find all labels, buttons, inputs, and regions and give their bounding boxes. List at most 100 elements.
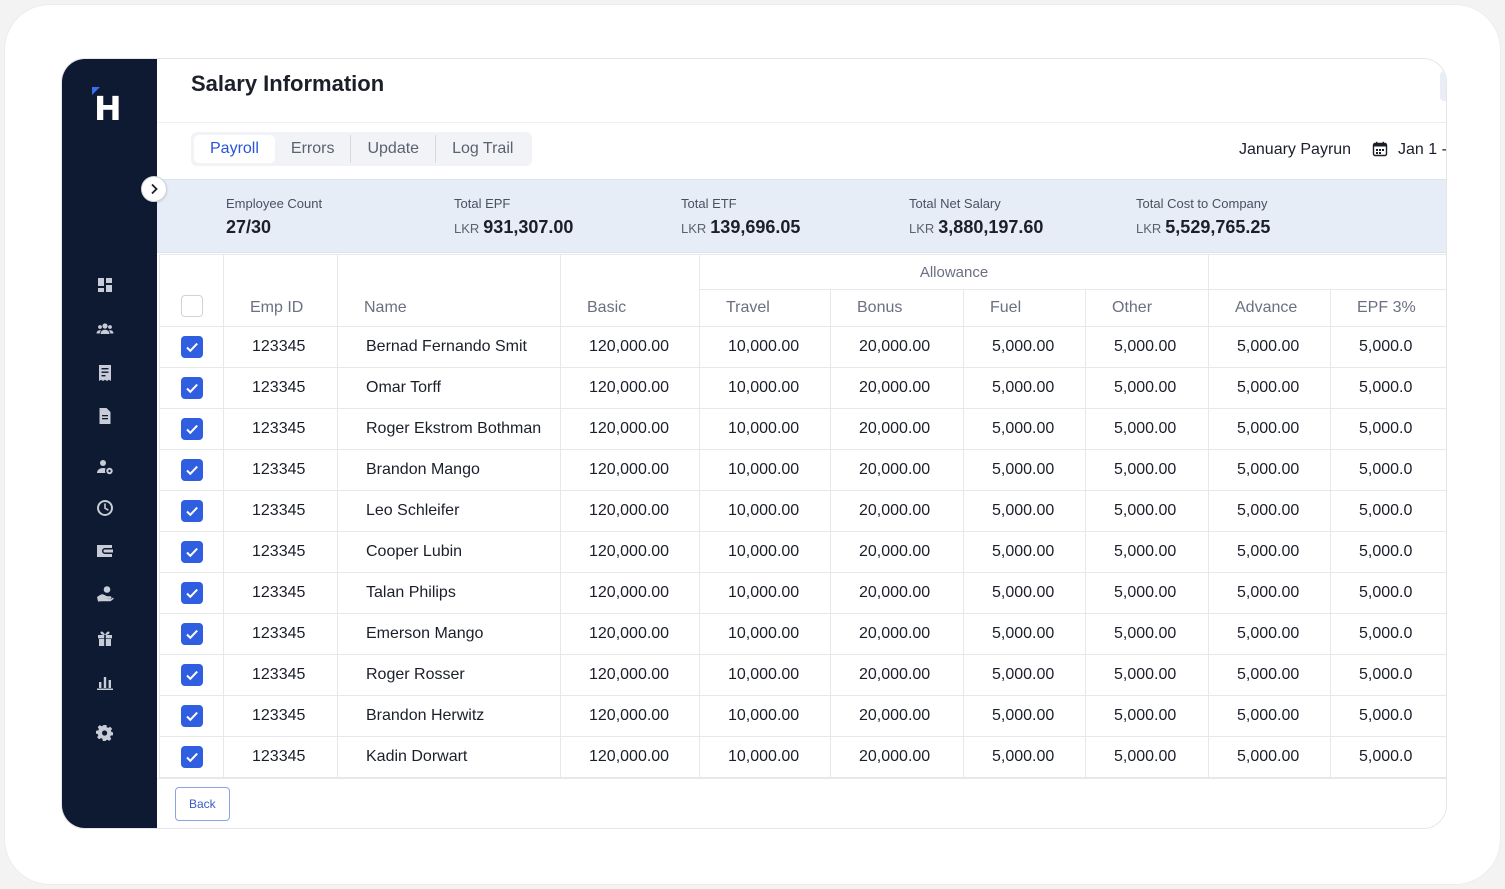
gift-icon[interactable]	[95, 628, 115, 648]
row-checkbox[interactable]	[180, 746, 203, 768]
app-logo[interactable]: H	[92, 87, 126, 128]
cell-travel: 10,000.00	[699, 490, 831, 532]
cell-emp-id: 123345	[223, 695, 338, 737]
tab-log-trail[interactable]: Log Trail	[452, 140, 514, 157]
payroll-icon[interactable]	[95, 363, 115, 383]
header-basic[interactable]: Basic	[560, 254, 700, 327]
cell-bonus: 20,000.00	[830, 408, 964, 450]
table-row[interactable]: 123345 Brandon Mango 120,000.00 10,000.00 20…	[159, 449, 1446, 491]
cell-bonus: 20,000.00	[830, 695, 964, 737]
table-row[interactable]: 123345 Brandon Herwitz 120,000.00 10,000.00…	[159, 695, 1446, 737]
cell-emp-id: 123345	[223, 449, 338, 491]
wallet-icon[interactable]	[95, 541, 115, 561]
tab-payroll[interactable]: Payroll	[194, 135, 275, 163]
row-checkbox[interactable]	[180, 500, 203, 522]
cell-bonus: 20,000.00	[830, 449, 964, 491]
reports-icon[interactable]	[95, 672, 115, 692]
cell-epf: 5,000.0	[1330, 490, 1446, 532]
header-action-edge[interactable]	[1440, 71, 1446, 101]
table-row[interactable]: 123345 Omar Torff 120,000.00 10,000.00 20,00…	[159, 367, 1446, 409]
summary-total-net-salary: Total Net Salary LKR 3,880,197.60	[909, 196, 1043, 238]
check-icon	[185, 629, 198, 640]
user-settings-icon[interactable]	[95, 457, 115, 477]
table-row[interactable]: 123345 Roger Ekstrom Bothman 120,000.00 10,…	[159, 408, 1446, 450]
cell-fuel: 5,000.00	[963, 326, 1086, 368]
summary-value: LKR 139,696.05	[681, 217, 801, 237]
cell-basic: 120,000.00	[560, 449, 700, 491]
cell-name: Omar Torff	[337, 367, 561, 409]
cell-epf: 5,000.0	[1330, 531, 1446, 573]
salary-table-container[interactable]: Emp ID Name Basic Allowance Travel Bonus…	[159, 254, 1446, 780]
cell-epf: 5,000.0	[1330, 449, 1446, 491]
check-icon	[185, 588, 198, 599]
document-icon[interactable]	[95, 406, 115, 426]
team-icon[interactable]	[95, 319, 115, 339]
cell-emp-id: 123345	[223, 531, 338, 573]
cell-advance: 5,000.00	[1208, 613, 1331, 655]
table-row[interactable]: 123345 Emerson Mango 120,000.00 10,000.00 20…	[159, 613, 1446, 655]
sidebar-collapse-toggle[interactable]	[141, 176, 167, 202]
header-name[interactable]: Name	[337, 254, 561, 327]
header-bonus[interactable]: Bonus	[830, 289, 964, 327]
header-epf[interactable]: EPF 3%	[1330, 289, 1446, 327]
row-checkbox[interactable]	[180, 418, 203, 440]
page-title: Salary Information	[191, 71, 385, 96]
dashboard-icon[interactable]	[95, 275, 115, 295]
date-range-picker[interactable]: Jan 1 -	[1398, 141, 1447, 158]
row-select-cell	[159, 408, 224, 450]
table-row[interactable]: 123345 Bernad Fernando Smit 120,000.00 10,0…	[159, 326, 1446, 368]
cell-bonus: 20,000.00	[830, 572, 964, 614]
tab-errors[interactable]: Errors	[275, 135, 352, 163]
row-checkbox[interactable]	[180, 336, 203, 358]
header-travel[interactable]: Travel	[699, 289, 831, 327]
cell-travel: 10,000.00	[699, 408, 831, 450]
cell-other: 5,000.00	[1085, 326, 1209, 368]
cell-name: Leo Schleifer	[337, 490, 561, 532]
row-checkbox[interactable]	[180, 459, 203, 481]
cell-other: 5,000.00	[1085, 654, 1209, 696]
summary-total-etf: Total ETF LKR 139,696.05	[681, 196, 800, 238]
cell-basic: 120,000.00	[560, 408, 700, 450]
cell-advance: 5,000.00	[1208, 449, 1331, 491]
row-checkbox[interactable]	[180, 705, 203, 727]
header-emp-id[interactable]: Emp ID	[223, 254, 338, 327]
cell-epf: 5,000.0	[1330, 572, 1446, 614]
table-row[interactable]: 123345 Leo Schleifer 120,000.00 10,000.00 20…	[159, 490, 1446, 532]
loan-icon[interactable]	[95, 584, 115, 604]
table-row[interactable]: 123345 Talan Philips 120,000.00 10,000.00 20…	[159, 572, 1446, 614]
table-row[interactable]: 123345 Cooper Lubin 120,000.00 10,000.00 20,…	[159, 531, 1446, 573]
check-icon	[185, 547, 198, 558]
cell-advance: 5,000.00	[1208, 572, 1331, 614]
table-row[interactable]: 123345 Kadin Dorwart 120,000.00 10,000.00 20…	[159, 736, 1446, 778]
cell-basic: 120,000.00	[560, 695, 700, 737]
cell-name: Bernad Fernando Smit	[337, 326, 561, 368]
tab-update[interactable]: Update	[351, 135, 437, 163]
cell-emp-id: 123345	[223, 654, 338, 696]
row-checkbox[interactable]	[180, 664, 203, 686]
header-fuel[interactable]: Fuel	[963, 289, 1086, 327]
header-other[interactable]: Other	[1085, 289, 1209, 327]
cell-fuel: 5,000.00	[963, 367, 1086, 409]
calendar-icon[interactable]	[1372, 141, 1388, 157]
cell-travel: 10,000.00	[699, 695, 831, 737]
back-button[interactable]: Back	[175, 787, 230, 821]
select-all-checkbox[interactable]	[180, 295, 203, 317]
summary-bar: Employee Count 27/30 Total EPF LKR 931,30…	[157, 179, 1446, 253]
logo-accent	[92, 87, 100, 95]
summary-label: Total Net Salary	[909, 196, 1001, 211]
cell-fuel: 5,000.00	[963, 572, 1086, 614]
summary-label: Total ETF	[681, 196, 737, 211]
row-checkbox[interactable]	[180, 541, 203, 563]
row-checkbox[interactable]	[180, 623, 203, 645]
summary-total-cost: Total Cost to Company LKR 5,529,765.25	[1136, 196, 1270, 238]
row-checkbox[interactable]	[180, 377, 203, 399]
cell-name: Roger Ekstrom Bothman	[337, 408, 561, 450]
cell-epf: 5,000.0	[1330, 613, 1446, 655]
table-row[interactable]: 123345 Roger Rosser 120,000.00 10,000.00 20,…	[159, 654, 1446, 696]
settings-icon[interactable]	[95, 723, 115, 743]
cell-fuel: 5,000.00	[963, 613, 1086, 655]
row-checkbox[interactable]	[180, 582, 203, 604]
summary-value: LKR 3,880,197.60	[909, 217, 1044, 237]
header-advance[interactable]: Advance	[1208, 289, 1331, 327]
clock-icon[interactable]	[95, 498, 115, 518]
